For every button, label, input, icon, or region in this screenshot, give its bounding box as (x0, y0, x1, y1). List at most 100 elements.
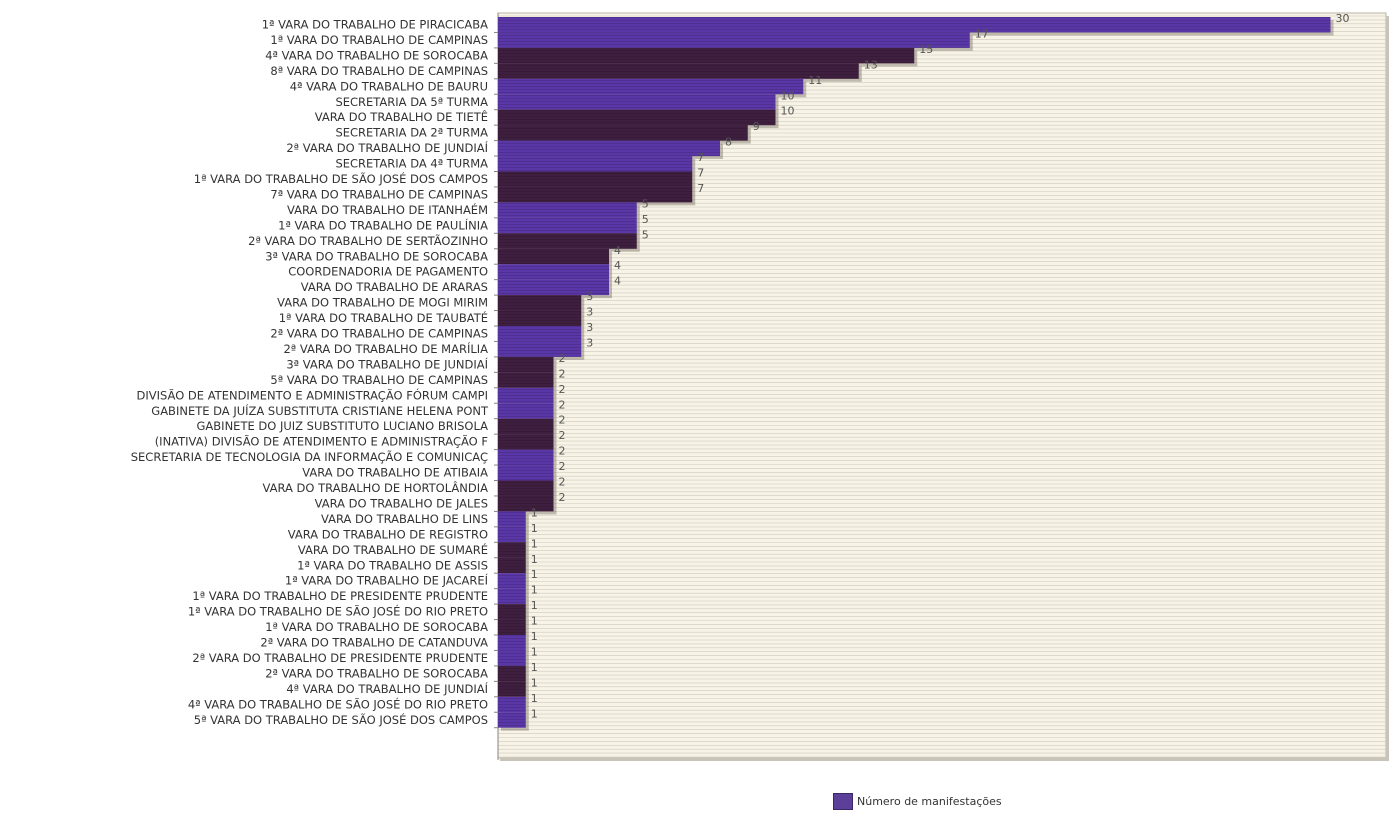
plot-area (494, 12, 1389, 761)
category-label: SECRETARIA DE TECNOLOGIA DA INFORMAÇÃO E… (131, 449, 488, 464)
value-labels: 3017151311101098777555444333322222222221… (531, 12, 1350, 720)
bar-texture (498, 156, 693, 172)
bar-texture (498, 480, 554, 496)
category-label: 1ª VARA DO TRABALHO DE SÃO JOSÉ DOS CAMP… (194, 171, 488, 186)
value-label: 1 (531, 506, 538, 519)
bar-texture (498, 217, 637, 234)
category-label: VARA DO TRABALHO DE ARARAS (301, 280, 488, 294)
category-label: GABINETE DO JUIZ SUBSTITUTO LUCIANO BRIS… (197, 419, 489, 433)
bar-texture (498, 495, 554, 512)
bar-texture (498, 588, 526, 605)
category-label: 4ª VARA DO TRABALHO DE JUNDIAÍ (286, 681, 488, 696)
value-label: 1 (531, 568, 538, 581)
value-label: 1 (531, 676, 538, 689)
value-label: 7 (697, 151, 704, 164)
value-label: 1 (531, 707, 538, 720)
category-label: 5ª VARA DO TRABALHO DE SÃO JOSÉ DOS CAMP… (194, 712, 488, 727)
value-label: 2 (559, 383, 566, 396)
bar-texture (498, 32, 970, 48)
bar-texture (498, 47, 915, 64)
category-label: VARA DO TRABALHO DE ATIBAIA (302, 466, 488, 480)
category-label: 1ª VARA DO TRABALHO DE PIRACICABA (262, 18, 488, 32)
value-label: 1 (531, 599, 538, 612)
value-label: 1 (531, 537, 538, 550)
bar-texture (498, 635, 526, 651)
value-label: 2 (559, 491, 566, 504)
category-label: 2ª VARA DO TRABALHO DE JUNDIAÍ (286, 140, 488, 155)
bar-texture (498, 434, 554, 450)
bar-texture (498, 526, 526, 543)
value-label: 3 (586, 321, 593, 334)
bar-texture (498, 279, 609, 296)
bar-texture (498, 557, 526, 574)
category-label: 1ª VARA DO TRABALHO DE SÃO JOSÉ DO RIO P… (188, 604, 488, 619)
category-label: VARA DO TRABALHO DE LINS (321, 512, 488, 526)
category-label: 2ª VARA DO TRABALHO DE CAMPINAS (270, 327, 488, 341)
bar-texture (498, 372, 554, 388)
bar-texture (498, 681, 526, 697)
category-label: (INATIVA) DIVISÃO DE ATENDIMENTO E ADMIN… (155, 434, 488, 449)
category-label: 5ª VARA DO TRABALHO DE CAMPINAS (270, 373, 488, 387)
value-label: 2 (559, 414, 566, 427)
value-label: 7 (697, 182, 704, 195)
bar-texture (498, 696, 526, 713)
legend-label: Número de manifestações (857, 795, 1002, 808)
plot-side-wall (1386, 16, 1389, 761)
value-label: 10 (781, 105, 795, 118)
category-label: 2ª VARA DO TRABALHO DE SOROCABA (265, 666, 488, 680)
value-label: 2 (559, 429, 566, 442)
bar-texture (498, 418, 554, 435)
category-label: 2ª VARA DO TRABALHO DE SERTÃOZINHO (248, 233, 488, 248)
category-label: GABINETE DA JUÍZA SUBSTITUTA CRISTIANE H… (151, 403, 489, 418)
value-label: 1 (531, 522, 538, 535)
category-label: 4ª VARA DO TRABALHO DE BAURU (290, 79, 488, 93)
category-label: 1ª VARA DO TRABALHO DE JACAREÍ (285, 573, 489, 588)
category-label: VARA DO TRABALHO DE HORTOLÂNDIA (262, 480, 488, 495)
bar-texture (498, 326, 582, 342)
value-label: 4 (614, 275, 621, 288)
value-label: 4 (614, 244, 621, 257)
value-label: 3 (586, 336, 593, 349)
value-label: 5 (642, 228, 649, 241)
bar-texture (498, 17, 1331, 33)
bar-texture (498, 233, 637, 249)
value-label: 2 (559, 476, 566, 489)
bar-texture (498, 125, 748, 141)
value-label: 3 (586, 306, 593, 319)
category-label: SECRETARIA DA 5ª TURMA (335, 95, 488, 109)
bar-texture (498, 619, 526, 635)
bar-texture (498, 295, 582, 311)
bar-texture (498, 63, 859, 79)
category-label: 1ª VARA DO TRABALHO DE TAUBATÉ (279, 310, 488, 325)
category-label: 1ª VARA DO TRABALHO DE PAULÍNIA (278, 217, 488, 232)
value-label: 3 (586, 290, 593, 303)
bar-texture (498, 264, 609, 280)
value-label: 5 (642, 213, 649, 226)
value-label: 30 (1336, 12, 1350, 25)
category-label: 2ª VARA DO TRABALHO DE PRESIDENTE PRUDEN… (192, 651, 488, 665)
value-label: 1 (531, 630, 538, 643)
value-label: 1 (531, 661, 538, 674)
category-label: VARA DO TRABALHO DE JALES (315, 496, 488, 510)
category-label: 7ª VARA DO TRABALHO DE CAMPINAS (270, 187, 488, 201)
value-label: 11 (808, 74, 822, 87)
bar-texture (498, 78, 804, 95)
category-label: 4ª VARA DO TRABALHO DE SÃO JOSÉ DO RIO P… (188, 696, 488, 711)
value-label: 9 (753, 120, 760, 133)
bar-texture (498, 310, 582, 326)
bar-texture (498, 604, 526, 620)
value-label: 10 (781, 89, 795, 102)
value-label: 4 (614, 259, 621, 272)
value-label: 7 (697, 167, 704, 180)
value-label: 2 (559, 352, 566, 365)
value-label: 1 (531, 645, 538, 658)
value-label: 17 (975, 27, 989, 40)
bar-texture (498, 109, 776, 126)
value-label: 2 (559, 460, 566, 473)
category-label: VARA DO TRABALHO DE SUMARÉ (298, 542, 488, 557)
value-label: 2 (559, 445, 566, 458)
category-labels: 1ª VARA DO TRABALHO DE PIRACICABA 1ª VARA… (131, 18, 489, 727)
bar-texture (498, 341, 582, 357)
